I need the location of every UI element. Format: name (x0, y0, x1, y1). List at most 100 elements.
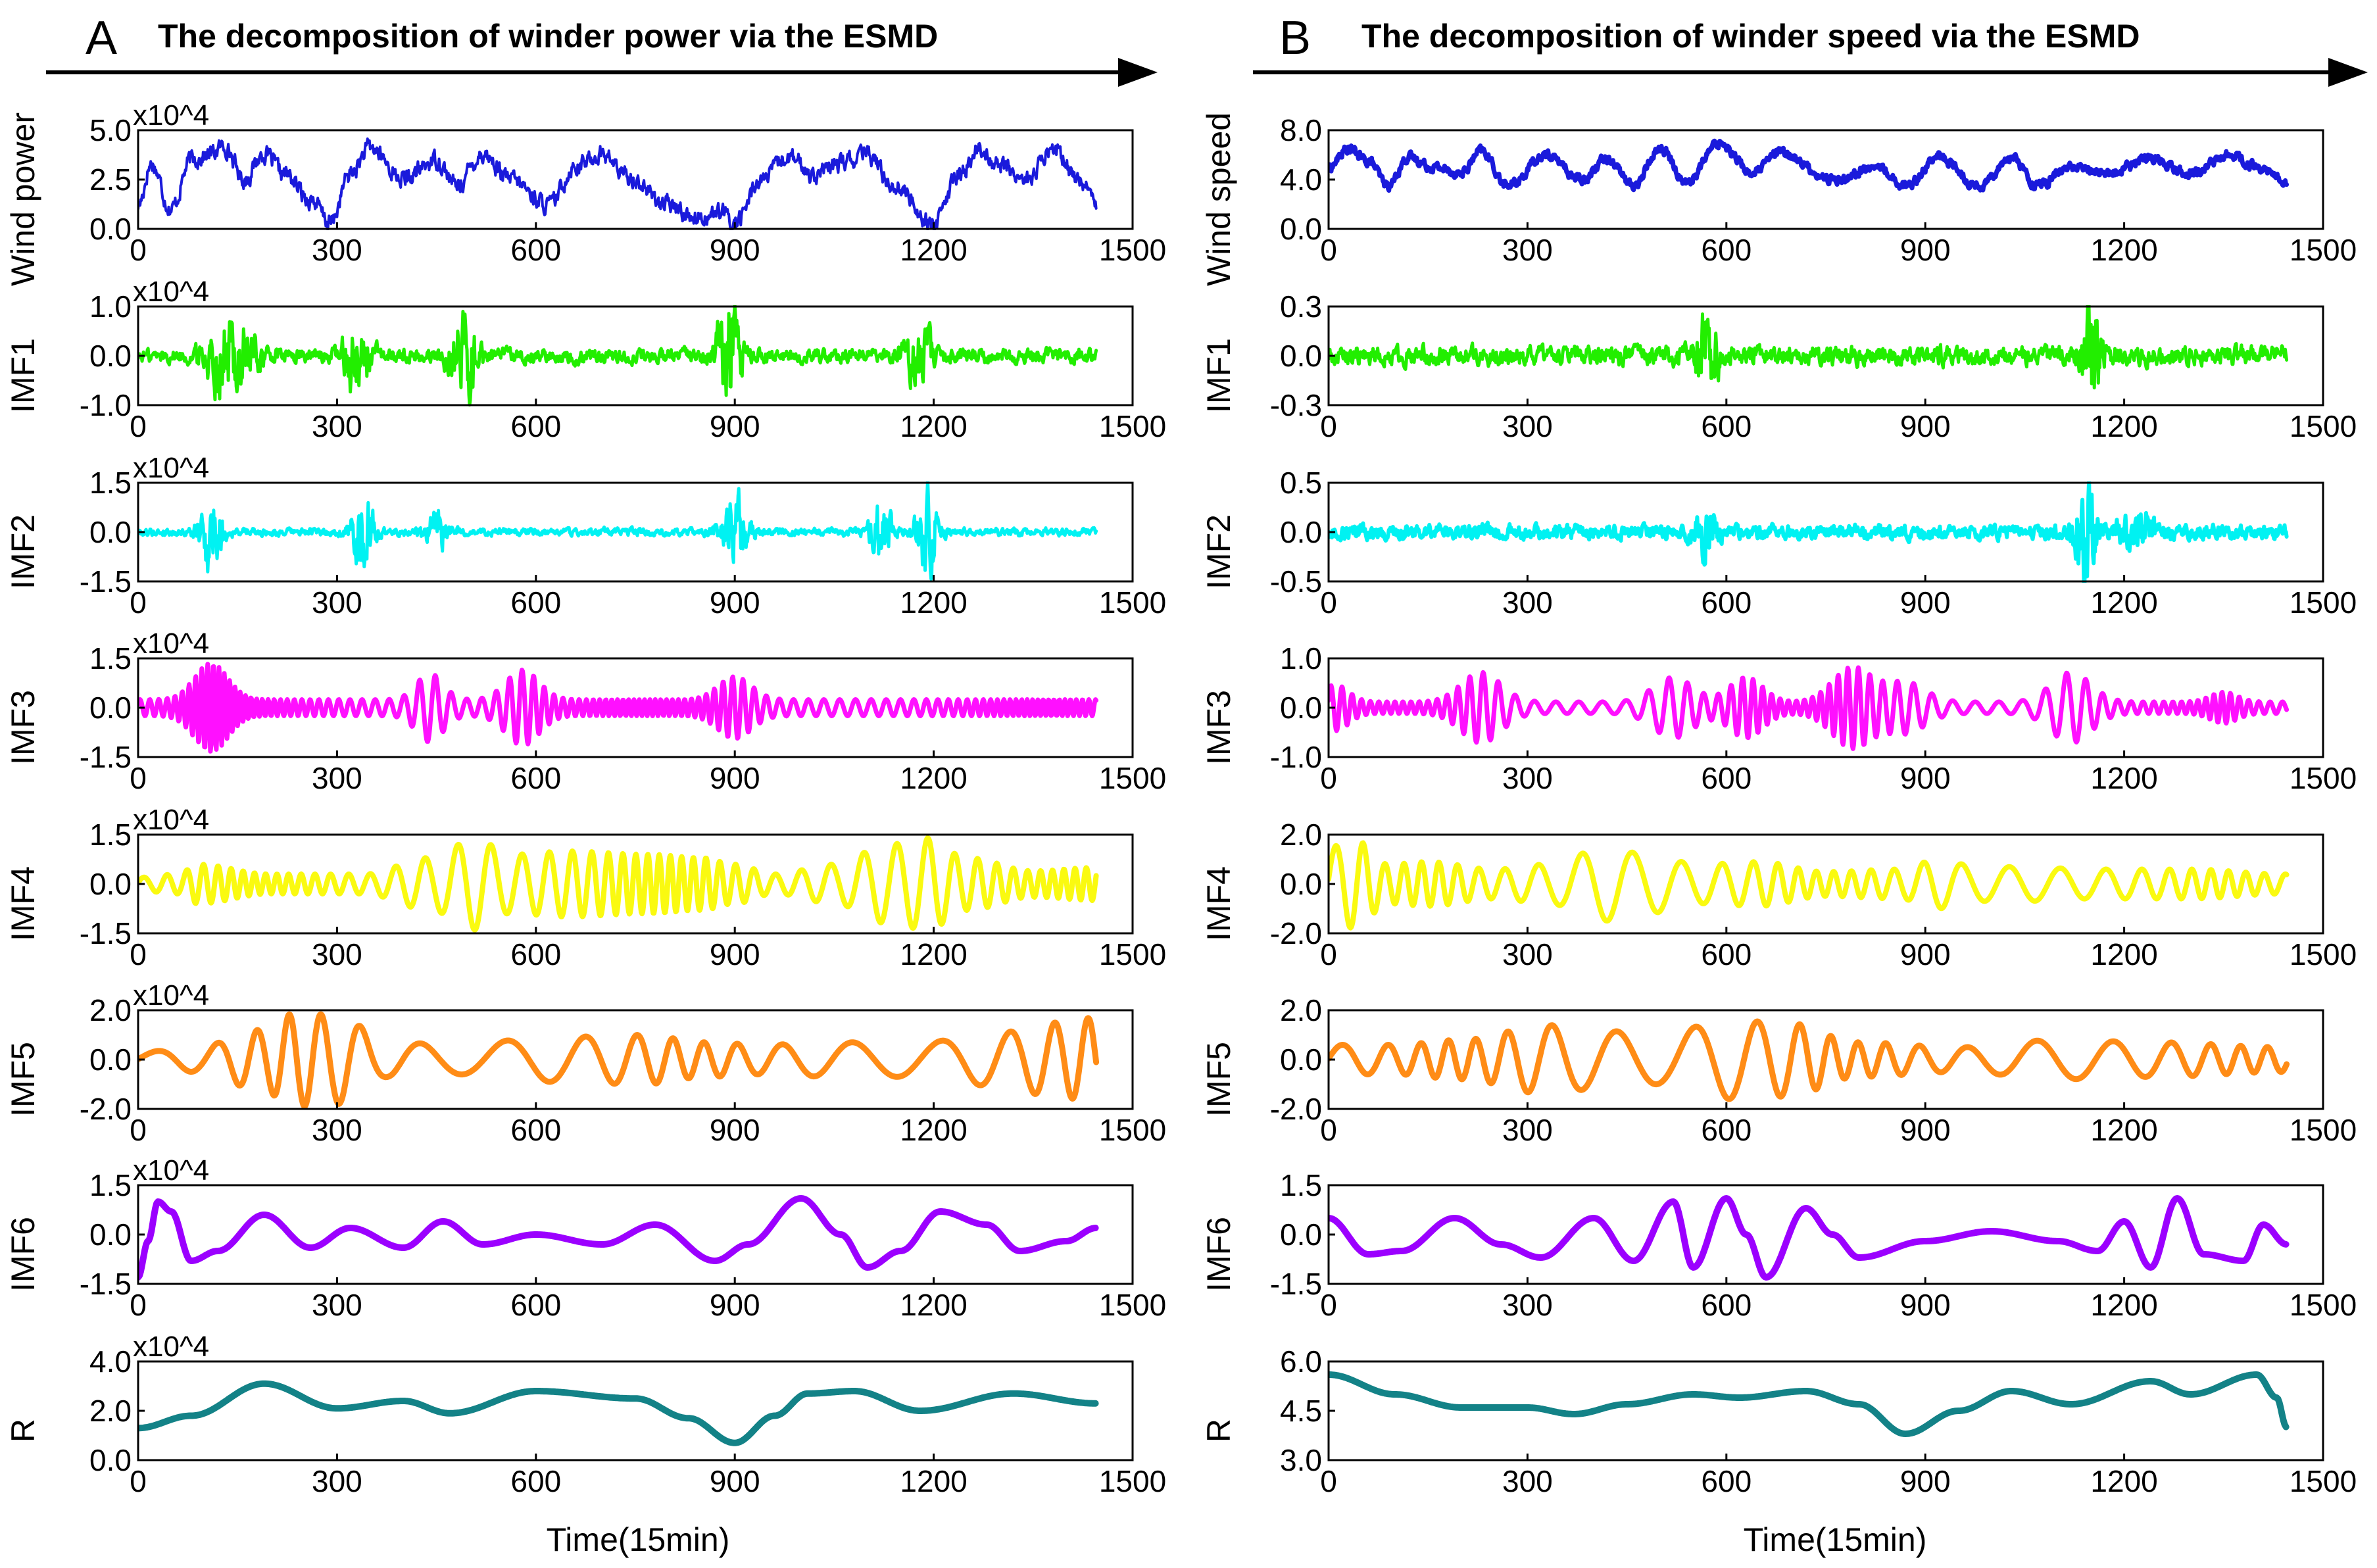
y-axis-label: IMF3 (1200, 690, 1237, 765)
y-tick-label: 0.0 (1280, 691, 1322, 725)
x-tick-label: 1200 (2090, 1113, 2157, 1147)
x-tick-label: 600 (1701, 1113, 1752, 1147)
y-tick-label: 0.0 (89, 515, 132, 549)
y-multiplier-label: x10^4 (133, 1331, 209, 1363)
x-tick-label: 1200 (900, 585, 967, 620)
y-axis-label: IMF6 (1200, 1217, 1237, 1292)
y-tick-label: 5.0 (89, 113, 132, 147)
y-tick-label: -0.5 (1270, 564, 1322, 599)
x-tick-label: 0 (1320, 1288, 1337, 1322)
y-tick-label: 0.0 (1280, 339, 1322, 373)
x-tick-label: 1500 (2290, 1113, 2357, 1147)
x-tick-label: 1500 (2290, 233, 2357, 267)
x-tick-label: 900 (710, 1288, 760, 1322)
x-tick-label: 300 (312, 1464, 362, 1498)
panel-b-imf2-line (1329, 481, 2289, 583)
x-tick-label: 0 (130, 233, 147, 267)
y-tick-label: 1.5 (89, 818, 132, 852)
y-tick-label: 0.0 (89, 1443, 132, 1477)
x-tick-label: 1500 (2290, 585, 2357, 620)
y-tick-label: 8.0 (1280, 113, 1322, 147)
panel-a-title: The decomposition of winder power via th… (158, 18, 938, 55)
panel-a-wind-power-line (138, 137, 1098, 230)
x-tick-label: 300 (1502, 409, 1553, 443)
y-axis-label: IMF4 (1200, 866, 1237, 941)
x-tick-label: 300 (312, 233, 362, 267)
panel-b-title: The decomposition of winder speed via th… (1361, 18, 2140, 55)
x-tick-label: 0 (1320, 585, 1337, 620)
x-tick-label: 600 (1701, 409, 1752, 443)
panel-b-subplot-1: 0 300 600 900 1200 1500 8.0 4.0 0.0 Wind speed (1200, 112, 2357, 286)
panel-a-subplot-1: 0 300 600 900 1200 1500 5.0 2.5 0.0 x10^4 Wind pow… (5, 99, 1166, 286)
y-tick-label: 4.5 (1280, 1394, 1322, 1428)
x-tick-label: 900 (710, 585, 760, 620)
x-tick-label: 900 (710, 1113, 760, 1147)
panel-a-subplot-2: 0 300 600 900 1200 1500 1.0 0.0 -1.0 x10^4 IMF1 (5, 276, 1166, 443)
x-tick-label: 600 (510, 1464, 561, 1498)
x-tick-label: 900 (1900, 233, 1951, 267)
x-tick-label: 0 (130, 1464, 147, 1498)
y-axis-label: IMF5 (1200, 1042, 1237, 1117)
x-tick-label: 600 (510, 233, 561, 267)
panel-a-imf1-line (138, 305, 1098, 406)
y-axis-label: IMF5 (5, 1042, 41, 1117)
panel-a-xlabel: Time(15min) (547, 1521, 730, 1558)
panel-b-subplot-4: 0 300 600 900 1200 1500 1.0 0.0 -1.0 IMF3 (1200, 641, 2357, 795)
y-multiplier-label: x10^4 (133, 627, 209, 660)
x-tick-label: 600 (510, 761, 561, 795)
y-tick-label: 1.5 (89, 466, 132, 500)
x-tick-label: 1200 (2090, 937, 2157, 971)
x-tick-label: 1500 (2290, 1288, 2357, 1322)
x-tick-label: 1200 (2090, 761, 2157, 795)
panel-a-subplot-8-frame (137, 1360, 1134, 1461)
x-tick-label: 1200 (900, 937, 967, 971)
y-tick-label: 0.0 (89, 212, 132, 246)
y-axis-label: IMF1 (5, 338, 41, 413)
x-tick-label: 600 (1701, 233, 1752, 267)
y-tick-label: 0.0 (89, 339, 132, 373)
x-tick-label: 1200 (2090, 585, 2157, 620)
y-tick-label: 0.5 (1280, 466, 1322, 500)
y-tick-label: -2.0 (80, 1092, 132, 1126)
x-tick-label: 1200 (900, 1113, 967, 1147)
x-tick-label: 1200 (900, 409, 967, 443)
x-tick-label: 300 (1502, 233, 1553, 267)
x-tick-label: 0 (130, 761, 147, 795)
x-tick-label: 0 (1320, 1113, 1337, 1147)
x-tick-label: 0 (1320, 761, 1337, 795)
panel-a-subplot-6: 0 300 600 900 1200 1500 2.0 0.0 -2.0 x10^4 IMF5 (5, 979, 1166, 1147)
x-tick-label: 300 (312, 937, 362, 971)
panel-b-arrow-head (2328, 58, 2368, 87)
y-tick-label: 0.3 (1280, 289, 1322, 324)
y-tick-label: 1.5 (89, 1168, 132, 1202)
panel-b-imf5-line (1329, 1018, 2290, 1102)
panel-b-imf4-line (1329, 840, 2290, 931)
y-tick-label: 0.0 (89, 867, 132, 901)
x-tick-label: 1500 (1099, 1288, 1166, 1322)
panel-a-imf6-line (138, 1195, 1099, 1281)
panel-b-subplot-2: 0 300 600 900 1200 1500 0.3 0.0 -0.3 IMF1 (1200, 289, 2357, 443)
x-tick-label: 1200 (2090, 1288, 2157, 1322)
x-tick-label: 600 (510, 1288, 561, 1322)
x-tick-label: 1500 (1099, 585, 1166, 620)
y-axis-label: R (5, 1419, 41, 1442)
x-tick-label: 900 (1900, 1288, 1951, 1322)
x-tick-label: 600 (1701, 937, 1752, 971)
x-tick-label: 600 (510, 1113, 561, 1147)
panel-a-subplot-4: 0 300 600 900 1200 1500 1.5 0.0 -1.5 x10^4 IMF3 (5, 627, 1166, 795)
x-tick-label: 0 (1320, 1464, 1337, 1498)
x-tick-label: 900 (710, 1464, 760, 1498)
panel-b-subplot-3: 0 300 600 900 1200 1500 0.5 0.0 -0.5 IMF2 (1200, 466, 2357, 620)
x-tick-label: 900 (1900, 937, 1951, 971)
x-tick-label: 900 (1900, 761, 1951, 795)
panel-b-subplot-6: 0 300 600 900 1200 1500 2.0 0.0 -2.0 IMF5 (1200, 993, 2357, 1147)
y-tick-label: 4.0 (1280, 162, 1322, 197)
panel-b-subplot-7: 0 300 600 900 1200 1500 1.5 0.0 -1.5 IMF6 (1200, 1168, 2357, 1322)
y-tick-label: 2.0 (1280, 993, 1322, 1027)
panel-b-subplot-5: 0 300 600 900 1200 1500 2.0 0.0 -2.0 IMF4 (1200, 818, 2357, 971)
y-multiplier-label: x10^4 (133, 452, 209, 484)
y-tick-label: -1.0 (80, 388, 132, 422)
x-tick-label: 300 (1502, 937, 1553, 971)
